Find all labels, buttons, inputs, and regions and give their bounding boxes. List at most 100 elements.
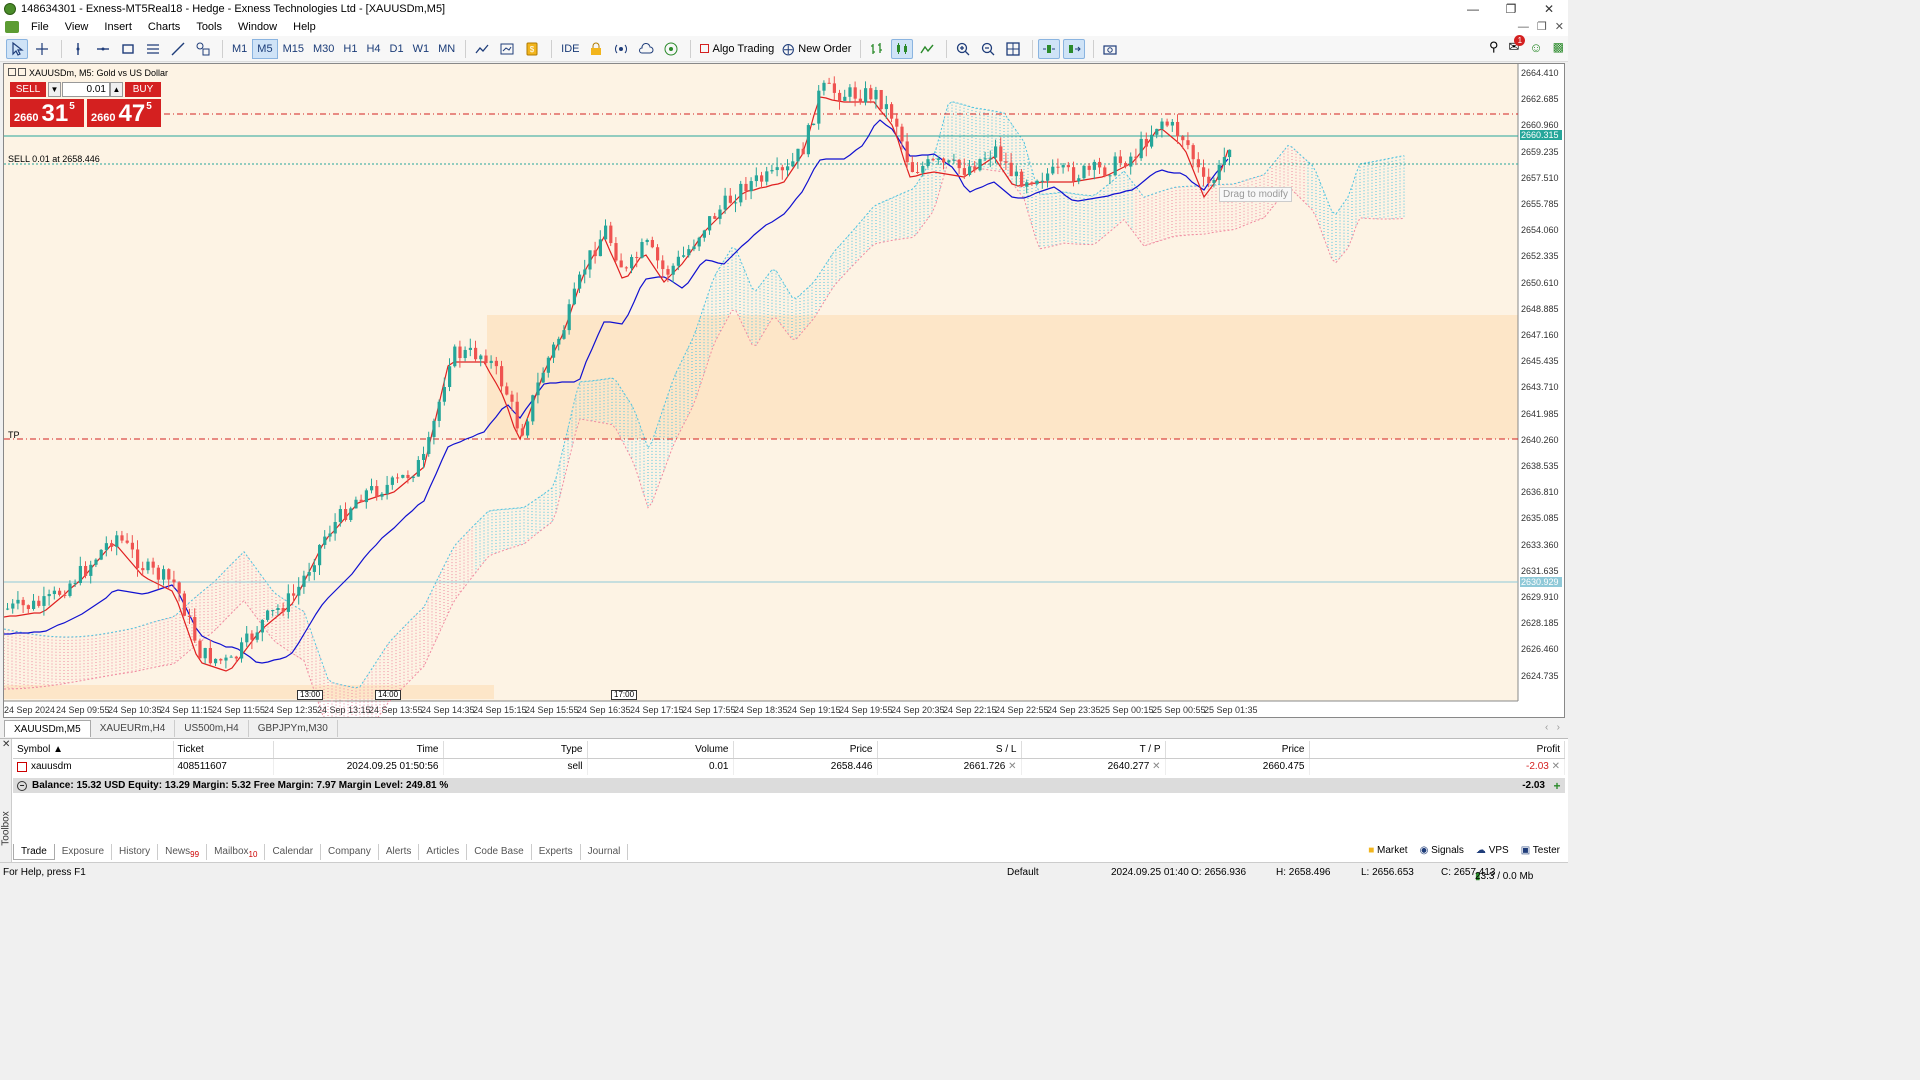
- timeframe-d1[interactable]: D1: [389, 42, 404, 55]
- menu-charts[interactable]: Charts: [147, 21, 181, 33]
- toolbox-tab-articles[interactable]: Articles: [419, 844, 468, 860]
- col-current-price[interactable]: Price: [1165, 741, 1310, 759]
- col-type[interactable]: Type: [443, 741, 588, 759]
- menu-file[interactable]: File: [31, 21, 49, 33]
- toolbox-tab-news[interactable]: News99: [158, 844, 208, 860]
- timeframe-m5[interactable]: M5: [252, 38, 278, 59]
- toolbox-tab-mailbox[interactable]: Mailbox10: [207, 844, 266, 860]
- autoscroll-icon[interactable]: [1038, 38, 1061, 59]
- toolbox-tab-journal[interactable]: Journal: [581, 844, 629, 860]
- horizontal-line-icon[interactable]: [92, 39, 114, 59]
- status-profile[interactable]: Default: [1007, 867, 1039, 878]
- signal-bars-icon[interactable]: ▩: [1552, 40, 1564, 54]
- menu-insert[interactable]: Insert: [104, 21, 132, 33]
- lock-icon[interactable]: [585, 39, 607, 59]
- tile-windows-icon[interactable]: [1002, 39, 1024, 59]
- vertical-line-icon[interactable]: [67, 39, 89, 59]
- chart-shift-icon[interactable]: [1063, 38, 1086, 59]
- volume-input[interactable]: 0.01: [62, 82, 110, 97]
- buy-button[interactable]: BUY: [125, 82, 161, 97]
- bar-chart-icon[interactable]: [866, 39, 888, 59]
- toolbox-tab-trade[interactable]: Trade: [13, 844, 55, 860]
- cell-sl[interactable]: 2661.726 ✕: [877, 758, 1022, 775]
- table-row[interactable]: xauusdm 408511607 2024.09.25 01:50:56 se…: [13, 758, 1565, 775]
- toolbox-tab-company[interactable]: Company: [321, 844, 379, 860]
- mdi-minimize-icon[interactable]: —: [1517, 21, 1529, 33]
- remove-sl-icon[interactable]: ✕: [1008, 761, 1017, 773]
- search-icon[interactable]: ⚲: [1488, 39, 1499, 54]
- close-icon[interactable]: ✕: [1543, 2, 1555, 16]
- chart-tab-scroll-icon[interactable]: ‹ ›: [1545, 722, 1560, 733]
- shapes-icon[interactable]: [192, 39, 214, 59]
- timeframe-mn[interactable]: MN: [438, 42, 456, 55]
- toolbox-tab-history[interactable]: History: [112, 844, 159, 860]
- col-sl[interactable]: S / L: [877, 741, 1022, 759]
- chart-window-icon[interactable]: [5, 21, 19, 33]
- signals-link[interactable]: ◉ Signals: [1419, 845, 1464, 856]
- candlestick-icon[interactable]: [891, 38, 914, 59]
- timeframe-m15[interactable]: M15: [282, 42, 304, 55]
- col-price[interactable]: Price: [733, 741, 878, 759]
- col-volume[interactable]: Volume: [587, 741, 734, 759]
- close-position-icon[interactable]: ✕: [1551, 761, 1560, 773]
- toolbox-close-icon[interactable]: ✕: [2, 739, 11, 750]
- col-tp[interactable]: T / P: [1021, 741, 1166, 759]
- position-label[interactable]: SELL 0.01 at 2658.446: [8, 154, 100, 164]
- zoom-in-icon[interactable]: [952, 39, 974, 59]
- price-chart[interactable]: [4, 64, 1564, 717]
- toolbox-tab-code-base[interactable]: Code Base: [467, 844, 532, 860]
- indicators-icon[interactable]: [471, 39, 493, 59]
- add-icon[interactable]: +: [1553, 778, 1561, 793]
- timeframe-m30[interactable]: M30: [312, 42, 335, 55]
- menu-view[interactable]: View: [64, 21, 89, 33]
- col-ticket[interactable]: Ticket: [173, 741, 274, 759]
- account-icon[interactable]: ☺: [1529, 39, 1543, 55]
- zoom-out-icon[interactable]: [977, 39, 999, 59]
- chart-tab-us500m[interactable]: US500m,H4: [175, 720, 249, 737]
- new-order-button[interactable]: ⨁ New Order: [778, 39, 855, 59]
- restore-icon[interactable]: ❐: [1505, 2, 1517, 16]
- cell-tp[interactable]: 2640.277 ✕: [1021, 758, 1166, 775]
- toolbox-tab-calendar[interactable]: Calendar: [265, 844, 322, 860]
- ide-button[interactable]: IDE: [561, 42, 580, 55]
- timeframe-h1[interactable]: H1: [343, 42, 358, 55]
- tester-link[interactable]: ▣ Tester: [1520, 845, 1560, 856]
- cursor-icon[interactable]: [6, 38, 28, 59]
- chart-tab-xaueurm[interactable]: XAUEURm,H4: [91, 720, 176, 737]
- menu-window[interactable]: Window: [238, 21, 278, 33]
- screenshot-icon[interactable]: [1099, 39, 1121, 59]
- chart-window[interactable]: XAUUSDm, M5: Gold vs US Dollar SELL ▼ 0.…: [3, 63, 1565, 718]
- cloud-icon[interactable]: [635, 39, 657, 59]
- timeframe-h4[interactable]: H4: [366, 42, 381, 55]
- line-chart-icon[interactable]: [916, 39, 938, 59]
- tp-label[interactable]: TP: [8, 430, 20, 440]
- trendline-icon[interactable]: [167, 39, 189, 59]
- col-profit[interactable]: Profit: [1309, 741, 1565, 759]
- vps-icon[interactable]: [660, 39, 682, 59]
- algo-trading-button[interactable]: Algo Trading: [696, 39, 779, 59]
- notifications-icon[interactable]: ✉ 1: [1508, 35, 1526, 55]
- sell-price-button[interactable]: 2660 31 5: [10, 99, 84, 127]
- remove-tp-icon[interactable]: ✕: [1152, 761, 1161, 773]
- chart-tab-xauusdm[interactable]: XAUUSDm,M5: [4, 720, 91, 737]
- market-icon[interactable]: $: [521, 39, 543, 59]
- templates-icon[interactable]: [496, 39, 518, 59]
- menu-help[interactable]: Help: [293, 21, 316, 33]
- timeframe-w1[interactable]: W1: [412, 42, 430, 55]
- channel-icon[interactable]: [142, 39, 164, 59]
- mdi-close-icon[interactable]: ✕: [1554, 21, 1564, 33]
- crosshair-icon[interactable]: [31, 39, 53, 59]
- mdi-restore-icon[interactable]: ❐: [1536, 21, 1547, 33]
- timeframe-m1[interactable]: M1: [232, 42, 248, 55]
- minimize-icon[interactable]: —: [1467, 2, 1479, 16]
- volume-down-button[interactable]: ▼: [48, 82, 61, 97]
- toolbox-tab-alerts[interactable]: Alerts: [379, 844, 420, 860]
- toolbox-tab-experts[interactable]: Experts: [532, 844, 581, 860]
- vps-link[interactable]: ☁ VPS: [1475, 845, 1509, 856]
- signal-icon[interactable]: [610, 39, 632, 59]
- toolbox-tab-exposure[interactable]: Exposure: [55, 844, 113, 860]
- chart-tab-gbpjpym[interactable]: GBPJPYm,M30: [249, 720, 338, 737]
- buy-price-button[interactable]: 2660 47 5: [87, 99, 161, 127]
- volume-up-button[interactable]: ▲: [110, 82, 123, 97]
- sell-button[interactable]: SELL: [10, 82, 46, 97]
